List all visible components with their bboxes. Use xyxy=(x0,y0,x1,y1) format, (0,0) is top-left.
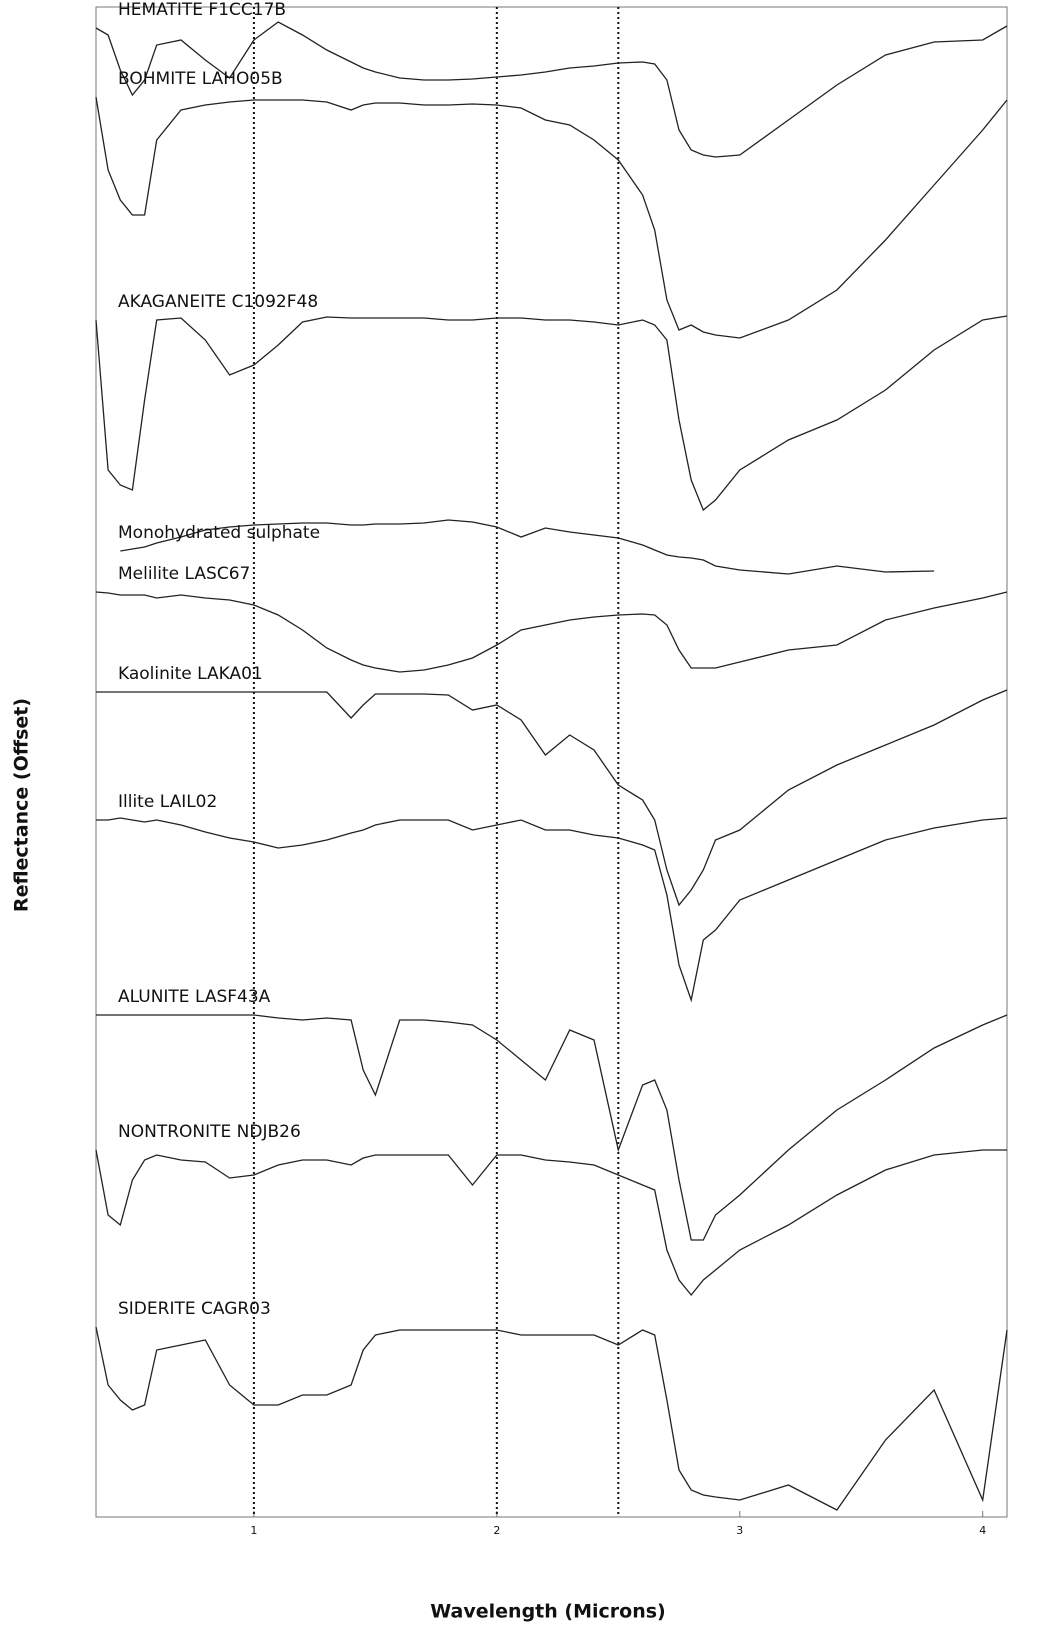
spectrum-line xyxy=(95,21,1008,158)
x-tick-label: 2 xyxy=(493,1524,500,1537)
spectrum-line xyxy=(95,1149,1007,1297)
x-tick-label: 3 xyxy=(736,1524,743,1537)
series-label: HEMATITE F1CC17B xyxy=(118,0,286,20)
series-label: AKAGANEITE C1092F48 xyxy=(118,292,318,312)
series-label: Kaolinite LAKA01 xyxy=(118,664,263,684)
spectrum-line xyxy=(120,519,935,575)
x-tick-label: 4 xyxy=(979,1524,986,1537)
spectrum-line xyxy=(96,689,1008,907)
series-label: SIDERITE CAGR03 xyxy=(118,1299,271,1319)
series-label: Melilite LASC67 xyxy=(118,564,250,584)
spectrum-line xyxy=(95,591,1008,673)
spectrum-line xyxy=(95,315,1008,512)
x-tick-label: 1 xyxy=(250,1524,257,1537)
spectrum-line xyxy=(95,1326,1008,1511)
spectrum-line xyxy=(95,96,1008,339)
series-label: BOHMITE LAHO05B xyxy=(118,69,283,89)
spectrum-line xyxy=(96,817,1008,1003)
spectrum-line xyxy=(96,1014,1008,1241)
y-axis-title: Reflectance (Offset) xyxy=(11,698,33,912)
series-label: NONTRONITE NDJB26 xyxy=(118,1122,301,1142)
x-axis-title: Wavelength (Microns) xyxy=(430,1601,665,1623)
series-label: Monohydrated sulphate xyxy=(118,523,320,543)
series-label: ALUNITE LASF43A xyxy=(118,987,271,1007)
series-label: Illite LAIL02 xyxy=(118,792,217,812)
plot-frame xyxy=(95,6,1008,1518)
